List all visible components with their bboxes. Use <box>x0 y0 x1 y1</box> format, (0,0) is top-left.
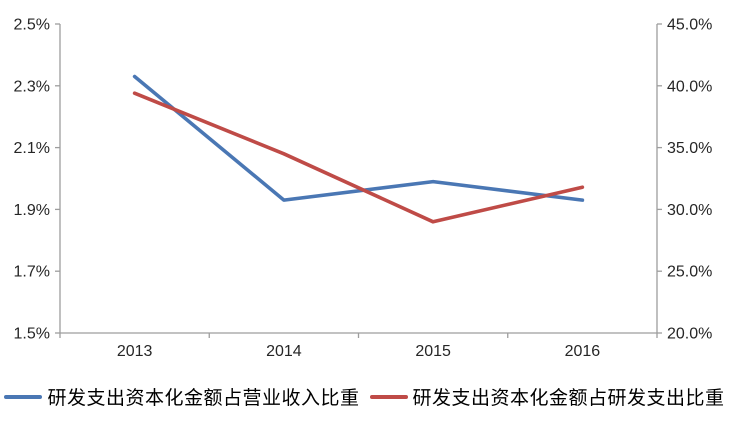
x-axis-category-label: 2013 <box>117 343 153 360</box>
legend-item-series-1[interactable]: 研发支出资本化金额占研发支出比重 <box>369 383 725 410</box>
x-axis-category-label: 2015 <box>415 343 451 360</box>
legend-label-series-0: 研发支出资本化金额占营业收入比重 <box>47 388 360 409</box>
left-axis-tick-label: 2.3% <box>14 78 50 95</box>
right-axis-tick-label: 35.0% <box>667 140 712 157</box>
x-axis-category-label: 2016 <box>565 343 601 360</box>
series-0-line-swatch <box>4 394 43 399</box>
left-axis-tick-label: 2.5% <box>14 17 50 34</box>
right-axis-tick-label: 40.0% <box>667 78 712 95</box>
right-axis-tick-label: 45.0% <box>667 17 712 34</box>
left-axis-tick-label: 1.9% <box>14 202 50 219</box>
left-axis-tick-label: 1.7% <box>14 264 50 281</box>
right-axis-tick-label: 30.0% <box>667 202 712 219</box>
x-axis-category-label: 2014 <box>266 343 302 360</box>
right-axis-tick-label: 25.0% <box>667 264 712 281</box>
legend-label-series-1: 研发支出资本化金额占研发支出比重 <box>412 388 725 409</box>
right-axis-tick-label: 20.0% <box>667 326 712 343</box>
series-1-line-swatch <box>369 394 408 399</box>
left-axis-tick-label: 1.5% <box>14 326 50 343</box>
series-line-0[interactable] <box>132 74 585 202</box>
series-line-1[interactable] <box>132 91 585 224</box>
left-axis-tick-label: 2.1% <box>14 140 50 157</box>
legend: 研发支出资本化金额占营业收入比重 研发支出资本化金额占研发支出比重 <box>0 383 729 410</box>
plot-area: 2.5% 2.3% 2.1% 1.9% 1.7% 1.5% 45.0% 40.0% 35.0% 3… <box>14 17 713 361</box>
legend-item-series-0[interactable]: 研发支出资本化金额占营业收入比重 <box>4 383 359 410</box>
